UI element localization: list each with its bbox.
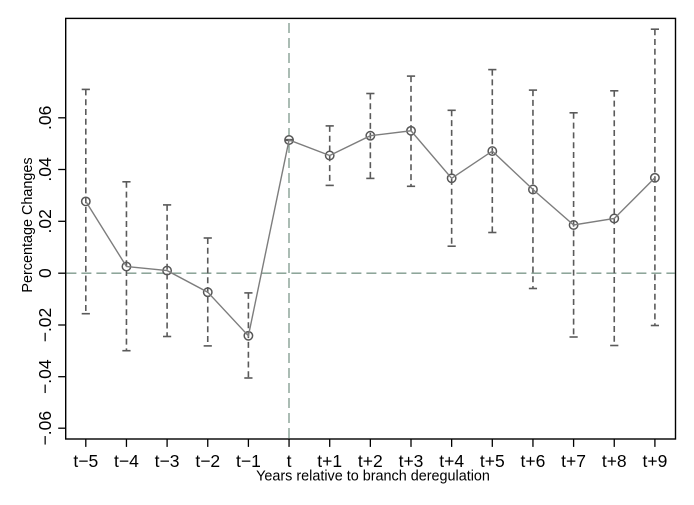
svg-text:Years relative to branch dereg: Years relative to branch deregulation [256,469,490,485]
svg-text:−.06: −.06 [35,411,55,446]
svg-text:t+4: t+4 [439,451,464,471]
svg-text:t−3: t−3 [155,451,180,471]
svg-text:t−1: t−1 [236,451,261,471]
svg-text:t+3: t+3 [399,451,424,471]
svg-text:0: 0 [35,268,55,278]
svg-text:.06: .06 [35,106,55,130]
svg-text:t−2: t−2 [195,451,220,471]
svg-text:t+9: t+9 [642,451,667,471]
svg-text:Percentage Changes: Percentage Changes [20,157,36,292]
svg-text:t+2: t+2 [358,451,383,471]
svg-text:t+1: t+1 [317,451,342,471]
svg-text:t−4: t−4 [114,451,139,471]
svg-text:.02: .02 [35,209,55,233]
svg-text:t+5: t+5 [480,451,505,471]
svg-text:−.02: −.02 [35,308,55,343]
svg-text:t: t [287,451,292,471]
svg-text:t+7: t+7 [561,451,586,471]
svg-text:t+6: t+6 [521,451,546,471]
svg-text:−.04: −.04 [35,359,55,394]
svg-text:t+8: t+8 [602,451,627,471]
svg-text:t−5: t−5 [73,451,98,471]
svg-text:.04: .04 [35,157,55,182]
